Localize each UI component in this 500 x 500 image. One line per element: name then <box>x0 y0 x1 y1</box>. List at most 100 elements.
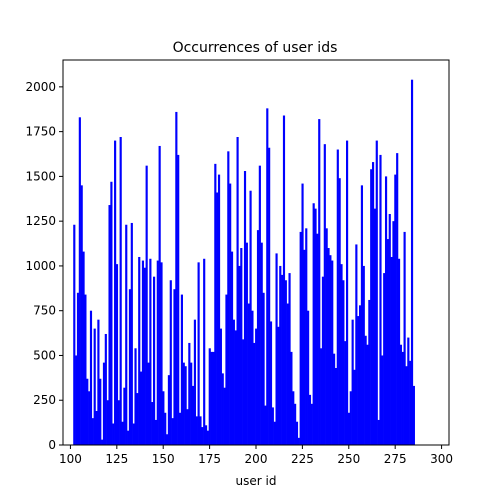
bar-user-123 <box>112 424 114 445</box>
y-tick-label-750: 750 <box>33 304 56 318</box>
bar-user-111 <box>90 311 92 445</box>
bar-user-153 <box>168 375 170 445</box>
bar-user-146 <box>155 420 157 445</box>
bar-user-160 <box>181 295 183 445</box>
bar-user-182 <box>222 373 224 445</box>
bar-user-107 <box>82 252 84 445</box>
bar-user-186 <box>229 184 231 445</box>
bar-user-233 <box>316 234 318 445</box>
x-tick-label-300: 300 <box>430 452 453 466</box>
bar-user-150 <box>162 391 164 445</box>
bar-user-275 <box>394 175 396 445</box>
bar-user-149 <box>160 262 162 445</box>
bar-user-143 <box>149 259 151 445</box>
bar-user-264 <box>374 209 376 445</box>
y-tick-label-1000: 1000 <box>25 259 56 273</box>
bar-user-285 <box>413 386 415 445</box>
bar-user-102 <box>73 225 75 445</box>
bar-user-180 <box>218 175 220 445</box>
bar-user-154 <box>170 280 172 445</box>
bar-user-118 <box>103 363 105 445</box>
bar-user-170 <box>199 416 201 445</box>
bar-user-224 <box>300 232 302 445</box>
x-tick-label-175: 175 <box>198 452 221 466</box>
bar-user-200 <box>255 329 257 445</box>
bar-user-207 <box>268 148 270 445</box>
bar-user-217 <box>287 304 289 445</box>
bar-user-136 <box>136 393 138 445</box>
bar-user-259 <box>365 336 367 445</box>
bar-user-165 <box>190 363 192 445</box>
bar-user-144 <box>151 402 153 445</box>
bar-user-281 <box>405 366 407 445</box>
bar-user-211 <box>275 253 277 445</box>
bar-user-213 <box>279 266 281 445</box>
bar-user-272 <box>389 214 391 445</box>
bar-user-280 <box>404 232 406 445</box>
bar-user-269 <box>383 273 385 445</box>
bar-user-276 <box>396 153 398 445</box>
bar-user-226 <box>303 250 305 445</box>
x-tick-label-150: 150 <box>152 452 175 466</box>
bar-user-220 <box>292 391 294 445</box>
bar-user-141 <box>146 166 148 445</box>
bar-user-121 <box>108 205 110 445</box>
bar-user-215 <box>283 116 285 445</box>
bar-user-239 <box>327 248 329 445</box>
bar-user-171 <box>201 427 203 445</box>
bar-user-156 <box>173 289 175 445</box>
bar-user-279 <box>402 352 404 445</box>
bar-user-134 <box>133 424 135 445</box>
bar-user-210 <box>274 422 276 445</box>
bar-user-112 <box>92 418 94 445</box>
bar-user-116 <box>99 379 101 445</box>
bar-user-255 <box>357 316 359 445</box>
bar-user-284 <box>411 80 413 445</box>
bar-user-173 <box>205 425 207 445</box>
bar-user-104 <box>77 293 79 445</box>
bar-user-219 <box>290 352 292 445</box>
bar-user-248 <box>344 341 346 445</box>
bar-user-209 <box>272 407 274 445</box>
bar-user-114 <box>95 411 97 445</box>
bar-user-241 <box>331 261 333 445</box>
bar-user-179 <box>216 193 218 445</box>
bar-user-108 <box>84 295 86 445</box>
bar-user-183 <box>224 388 226 445</box>
bar-user-246 <box>340 264 342 445</box>
bar-user-198 <box>251 311 253 445</box>
x-tick-label-250: 250 <box>337 452 360 466</box>
bar-user-251 <box>350 391 352 445</box>
bar-user-218 <box>288 273 290 445</box>
bar-user-261 <box>368 300 370 445</box>
bar-user-201 <box>257 230 259 445</box>
bar-user-271 <box>387 239 389 445</box>
bar-user-256 <box>359 305 361 445</box>
bar-user-103 <box>75 355 77 445</box>
bar-user-128 <box>121 422 123 445</box>
bar-user-174 <box>207 431 209 445</box>
bar-user-177 <box>212 352 214 445</box>
bar-user-167 <box>194 320 196 445</box>
bar-user-267 <box>379 155 381 445</box>
bar-user-203 <box>261 243 263 445</box>
bar-user-227 <box>305 228 307 445</box>
bar-user-250 <box>348 413 350 445</box>
bar-user-166 <box>192 386 194 445</box>
bar-user-252 <box>352 320 354 445</box>
bar-user-283 <box>409 361 411 445</box>
bar-user-254 <box>355 244 357 445</box>
bar-user-244 <box>337 150 339 445</box>
bar-user-119 <box>105 334 107 445</box>
bar-user-175 <box>209 348 211 445</box>
bar-user-266 <box>378 420 380 445</box>
y-tick-label-1750: 1750 <box>25 125 56 139</box>
bar-user-155 <box>172 418 174 445</box>
bar-user-185 <box>227 151 229 445</box>
bar-user-189 <box>235 330 237 445</box>
bar-user-221 <box>294 404 296 445</box>
y-tick-label-1250: 1250 <box>25 214 56 228</box>
y-tick-label-250: 250 <box>33 393 56 407</box>
y-tick-label-1500: 1500 <box>25 169 56 183</box>
